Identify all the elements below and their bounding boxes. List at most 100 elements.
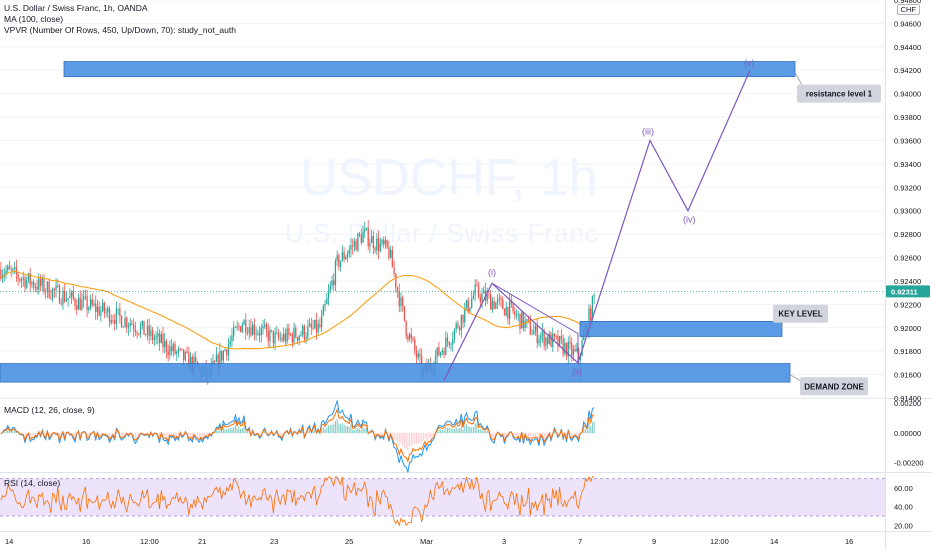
- candle-body[interactable]: [283, 333, 285, 341]
- candle-body[interactable]: [341, 252, 343, 261]
- candle-body[interactable]: [360, 234, 362, 243]
- candle-body[interactable]: [234, 327, 237, 328]
- rsi-panel[interactable]: [0, 475, 885, 527]
- candle-body[interactable]: [65, 299, 68, 302]
- candle-body[interactable]: [74, 298, 76, 306]
- price-panel[interactable]: [0, 219, 885, 385]
- candle-body[interactable]: [24, 277, 26, 288]
- candle-body[interactable]: [403, 306, 406, 321]
- candle-body[interactable]: [400, 297, 402, 307]
- candle-body[interactable]: [320, 315, 323, 328]
- candle-body[interactable]: [10, 268, 12, 271]
- candle-body[interactable]: [274, 332, 276, 344]
- candle-body[interactable]: [545, 337, 547, 346]
- candle-body[interactable]: [224, 349, 226, 352]
- candle-body[interactable]: [108, 308, 111, 323]
- callout-box[interactable]: [797, 84, 881, 103]
- candle-body[interactable]: [503, 309, 506, 316]
- candle-body[interactable]: [179, 348, 181, 350]
- candle-body[interactable]: [151, 330, 154, 340]
- candle-body[interactable]: [346, 254, 349, 258]
- candle-body[interactable]: [298, 335, 300, 341]
- candle-body[interactable]: [379, 243, 381, 252]
- candle-body[interactable]: [308, 323, 311, 327]
- candle-body[interactable]: [0, 269, 2, 279]
- candle-body[interactable]: [500, 298, 502, 300]
- candle-body[interactable]: [295, 327, 297, 338]
- candle-body[interactable]: [176, 351, 178, 354]
- candles[interactable]: [0, 219, 595, 385]
- candle-body[interactable]: [358, 233, 361, 235]
- candle-body[interactable]: [315, 319, 318, 333]
- candle-body[interactable]: [350, 245, 352, 250]
- candle-body[interactable]: [162, 334, 164, 348]
- candle-body[interactable]: [529, 320, 531, 335]
- candle-body[interactable]: [215, 354, 218, 362]
- candle-body[interactable]: [170, 346, 173, 352]
- candle-body[interactable]: [231, 336, 233, 341]
- candle-body[interactable]: [457, 323, 459, 328]
- candle-body[interactable]: [93, 303, 95, 305]
- candle-body[interactable]: [419, 353, 421, 357]
- candle-body[interactable]: [58, 285, 61, 304]
- candle-body[interactable]: [89, 299, 92, 308]
- candle-body[interactable]: [20, 279, 23, 281]
- candle-body[interactable]: [590, 308, 592, 320]
- candle-body[interactable]: [143, 320, 145, 335]
- candle-body[interactable]: [548, 333, 550, 344]
- candle-body[interactable]: [64, 291, 66, 302]
- candle-body[interactable]: [333, 280, 335, 286]
- candle-body[interactable]: [38, 278, 40, 290]
- candle-body[interactable]: [105, 312, 107, 313]
- candle-body[interactable]: [145, 334, 147, 335]
- candle-body[interactable]: [51, 288, 54, 299]
- candle-body[interactable]: [383, 239, 385, 245]
- candle-body[interactable]: [512, 303, 514, 312]
- candle-body[interactable]: [67, 297, 69, 300]
- candle-body[interactable]: [46, 281, 49, 292]
- candle-body[interactable]: [300, 334, 302, 336]
- candle-body[interactable]: [583, 334, 585, 341]
- candle-body[interactable]: [505, 307, 507, 316]
- candle-body[interactable]: [458, 327, 461, 331]
- candle-body[interactable]: [334, 260, 337, 286]
- candle-body[interactable]: [19, 278, 21, 281]
- candle-body[interactable]: [55, 285, 57, 291]
- candle-body[interactable]: [214, 361, 216, 362]
- candle-body[interactable]: [327, 291, 330, 299]
- candle-body[interactable]: [43, 278, 45, 293]
- candle-body[interactable]: [469, 307, 471, 312]
- candle-body[interactable]: [270, 330, 273, 331]
- macd-signal-line[interactable]: [0, 407, 595, 463]
- candle-body[interactable]: [557, 335, 559, 347]
- candle-body[interactable]: [96, 306, 99, 313]
- candle-body[interactable]: [412, 337, 414, 340]
- candle-body[interactable]: [564, 343, 566, 354]
- candle-body[interactable]: [450, 344, 452, 346]
- candle-body[interactable]: [319, 324, 321, 328]
- candle-body[interactable]: [402, 297, 404, 307]
- candle-body[interactable]: [243, 320, 245, 325]
- candle-body[interactable]: [226, 349, 228, 356]
- candle-body[interactable]: [227, 344, 230, 356]
- candle-body[interactable]: [465, 300, 468, 309]
- candle-body[interactable]: [381, 239, 383, 244]
- candle-body[interactable]: [536, 325, 538, 344]
- legend-rsi[interactable]: RSI (14, close): [4, 478, 61, 488]
- candle-body[interactable]: [540, 335, 542, 340]
- candle-body[interactable]: [533, 330, 535, 335]
- candle-body[interactable]: [293, 327, 295, 343]
- candle-body[interactable]: [284, 333, 287, 342]
- candle-body[interactable]: [486, 294, 488, 301]
- candle-body[interactable]: [483, 290, 485, 294]
- candle-body[interactable]: [565, 343, 568, 357]
- candle-body[interactable]: [410, 334, 412, 338]
- candle-body[interactable]: [7, 266, 9, 271]
- candle-body[interactable]: [496, 299, 499, 303]
- candle-body[interactable]: [553, 333, 556, 336]
- candle-body[interactable]: [88, 307, 90, 310]
- candle-body[interactable]: [167, 351, 169, 356]
- candle-body[interactable]: [262, 326, 264, 329]
- candle-body[interactable]: [326, 298, 328, 305]
